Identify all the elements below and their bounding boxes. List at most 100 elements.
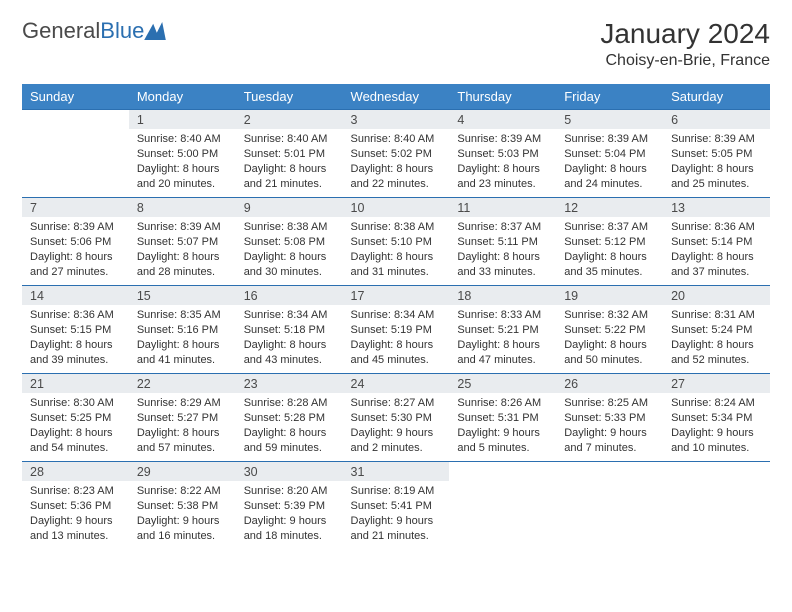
daylight-line: Daylight: 8 hours and 43 minutes. [244, 338, 335, 368]
page-title: January 2024 [600, 18, 770, 50]
day-number: 24 [343, 373, 450, 393]
weekday-header: Saturday [663, 84, 770, 109]
day-number: 26 [556, 373, 663, 393]
sunrise-line: Sunrise: 8:39 AM [457, 132, 548, 147]
sunrise-line: Sunrise: 8:34 AM [244, 308, 335, 323]
sunset-line: Sunset: 5:12 PM [564, 235, 655, 250]
day-details: Sunrise: 8:36 AMSunset: 5:15 PMDaylight:… [22, 305, 129, 373]
daylight-line: Daylight: 9 hours and 7 minutes. [564, 426, 655, 456]
sunset-line: Sunset: 5:01 PM [244, 147, 335, 162]
daylight-line: Daylight: 8 hours and 39 minutes. [30, 338, 121, 368]
brand-name-b: Blue [100, 18, 144, 43]
daylight-line: Daylight: 8 hours and 28 minutes. [137, 250, 228, 280]
daylight-line: Daylight: 8 hours and 54 minutes. [30, 426, 121, 456]
sunrise-line: Sunrise: 8:35 AM [137, 308, 228, 323]
daylight-line: Daylight: 8 hours and 50 minutes. [564, 338, 655, 368]
sunrise-line: Sunrise: 8:29 AM [137, 396, 228, 411]
detail-row: Sunrise: 8:40 AMSunset: 5:00 PMDaylight:… [22, 129, 770, 197]
sunrise-line: Sunrise: 8:38 AM [351, 220, 442, 235]
day-details: Sunrise: 8:25 AMSunset: 5:33 PMDaylight:… [556, 393, 663, 461]
day-number: 3 [343, 109, 450, 129]
sunrise-line: Sunrise: 8:36 AM [671, 220, 762, 235]
daylight-line: Daylight: 9 hours and 21 minutes. [351, 514, 442, 544]
day-number: 2 [236, 109, 343, 129]
day-details: Sunrise: 8:39 AMSunset: 5:05 PMDaylight:… [663, 129, 770, 197]
day-number: 29 [129, 461, 236, 481]
daynum-row: 14151617181920 [22, 285, 770, 305]
weekday-header-row: SundayMondayTuesdayWednesdayThursdayFrid… [22, 84, 770, 109]
sunset-line: Sunset: 5:11 PM [457, 235, 548, 250]
empty-cell [663, 461, 770, 481]
day-number: 7 [22, 197, 129, 217]
day-details: Sunrise: 8:34 AMSunset: 5:18 PMDaylight:… [236, 305, 343, 373]
daylight-line: Daylight: 8 hours and 22 minutes. [351, 162, 442, 192]
day-details: Sunrise: 8:35 AMSunset: 5:16 PMDaylight:… [129, 305, 236, 373]
brand-logo: GeneralBlue [22, 18, 166, 44]
daylight-line: Daylight: 9 hours and 2 minutes. [351, 426, 442, 456]
sunrise-line: Sunrise: 8:25 AM [564, 396, 655, 411]
day-details: Sunrise: 8:38 AMSunset: 5:10 PMDaylight:… [343, 217, 450, 285]
sunrise-line: Sunrise: 8:36 AM [30, 308, 121, 323]
sunset-line: Sunset: 5:08 PM [244, 235, 335, 250]
sunset-line: Sunset: 5:03 PM [457, 147, 548, 162]
day-number: 13 [663, 197, 770, 217]
day-number: 21 [22, 373, 129, 393]
daylight-line: Daylight: 8 hours and 25 minutes. [671, 162, 762, 192]
day-details: Sunrise: 8:31 AMSunset: 5:24 PMDaylight:… [663, 305, 770, 373]
sunrise-line: Sunrise: 8:40 AM [137, 132, 228, 147]
day-details: Sunrise: 8:38 AMSunset: 5:08 PMDaylight:… [236, 217, 343, 285]
daynum-row: 28293031 [22, 461, 770, 481]
daylight-line: Daylight: 9 hours and 5 minutes. [457, 426, 548, 456]
sunrise-line: Sunrise: 8:39 AM [137, 220, 228, 235]
day-details: Sunrise: 8:37 AMSunset: 5:11 PMDaylight:… [449, 217, 556, 285]
empty-cell [663, 481, 770, 549]
sunrise-line: Sunrise: 8:33 AM [457, 308, 548, 323]
sunrise-line: Sunrise: 8:20 AM [244, 484, 335, 499]
sunrise-line: Sunrise: 8:28 AM [244, 396, 335, 411]
day-number: 22 [129, 373, 236, 393]
daylight-line: Daylight: 8 hours and 57 minutes. [137, 426, 228, 456]
empty-cell [22, 109, 129, 129]
sunset-line: Sunset: 5:14 PM [671, 235, 762, 250]
weekday-header: Thursday [449, 84, 556, 109]
daylight-line: Daylight: 9 hours and 16 minutes. [137, 514, 228, 544]
daynum-row: 123456 [22, 109, 770, 129]
day-details: Sunrise: 8:20 AMSunset: 5:39 PMDaylight:… [236, 481, 343, 549]
sunset-line: Sunset: 5:36 PM [30, 499, 121, 514]
detail-row: Sunrise: 8:39 AM Sunset: 5:06 PM Daylight:… [22, 217, 770, 285]
sunrise-line: Sunrise: 8:37 AM [457, 220, 548, 235]
daylight-line: Daylight: 9 hours and 10 minutes. [671, 426, 762, 456]
sunrise-line: Sunrise: 8:31 AM [671, 308, 762, 323]
detail-row: Sunrise: 8:30 AMSunset: 5:25 PMDaylight:… [22, 393, 770, 461]
sunset-line: Sunset: 5:25 PM [30, 411, 121, 426]
daylight-line: Daylight: 8 hours and 21 minutes. [244, 162, 335, 192]
day-number: 5 [556, 109, 663, 129]
day-number: 27 [663, 373, 770, 393]
day-details: Sunrise: 8:29 AMSunset: 5:27 PMDaylight:… [129, 393, 236, 461]
day-details: Sunrise: 8:39 AMSunset: 5:07 PMDaylight:… [129, 217, 236, 285]
sunset-line: Sunset: 5:05 PM [671, 147, 762, 162]
day-number: 16 [236, 285, 343, 305]
brand-name-a: General [22, 18, 100, 43]
empty-cell [556, 461, 663, 481]
daylight-line: Daylight: 8 hours and 33 minutes. [457, 250, 548, 280]
sunrise-line: Sunrise: 8:37 AM [564, 220, 655, 235]
day-number: 6 [663, 109, 770, 129]
daylight-line: Daylight: 8 hours and 35 minutes. [564, 250, 655, 280]
sunrise-line: Sunrise: 8:38 AM [244, 220, 335, 235]
sunrise-line: Sunrise: 8:30 AM [30, 396, 121, 411]
day-number: 4 [449, 109, 556, 129]
sunset-line: Sunset: 5:10 PM [351, 235, 442, 250]
daynum-row: 78910111213 [22, 197, 770, 217]
sunrise-line: Sunrise: 8:34 AM [351, 308, 442, 323]
day-details: Sunrise: 8:40 AMSunset: 5:00 PMDaylight:… [129, 129, 236, 197]
day-details: Sunrise: 8:33 AMSunset: 5:21 PMDaylight:… [449, 305, 556, 373]
daylight-line: Daylight: 8 hours and 24 minutes. [564, 162, 655, 192]
sunset-line: Sunset: 5:06 PM [30, 235, 121, 250]
sunset-line: Sunset: 5:21 PM [457, 323, 548, 338]
weekday-header: Monday [129, 84, 236, 109]
day-details: Sunrise: 8:24 AMSunset: 5:34 PMDaylight:… [663, 393, 770, 461]
sunset-line: Sunset: 5:18 PM [244, 323, 335, 338]
sunset-line: Sunset: 5:39 PM [244, 499, 335, 514]
day-number: 10 [343, 197, 450, 217]
